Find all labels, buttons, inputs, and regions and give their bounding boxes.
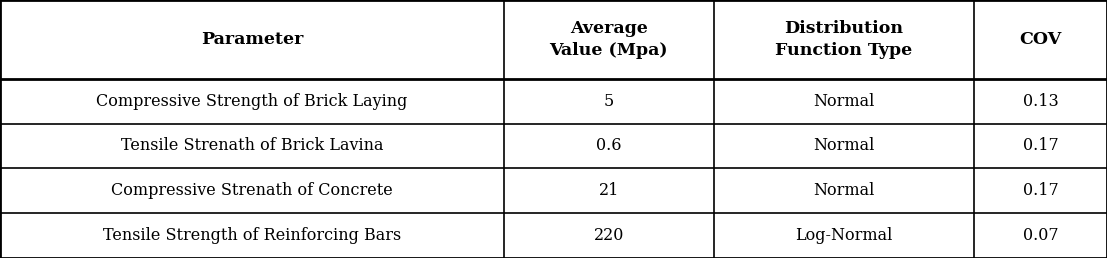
Text: Log-Normal: Log-Normal [796,227,892,244]
Text: 0.07: 0.07 [1023,227,1058,244]
Text: 0.17: 0.17 [1023,138,1058,155]
Text: Distribution
Function Type: Distribution Function Type [776,20,912,59]
Text: Tensile Strenath of Brick Lavina: Tensile Strenath of Brick Lavina [121,138,383,155]
Text: Normal: Normal [814,93,875,110]
Text: Parameter: Parameter [200,31,303,48]
Text: 0.6: 0.6 [596,138,622,155]
Text: 0.17: 0.17 [1023,182,1058,199]
Text: Average
Value (Mpa): Average Value (Mpa) [549,20,669,59]
Text: 220: 220 [593,227,624,244]
Text: 21: 21 [599,182,619,199]
Text: Normal: Normal [814,138,875,155]
Text: COV: COV [1020,31,1062,48]
Text: Tensile Strength of Reinforcing Bars: Tensile Strength of Reinforcing Bars [103,227,401,244]
Text: 0.13: 0.13 [1023,93,1058,110]
Text: Compressive Strength of Brick Laying: Compressive Strength of Brick Laying [96,93,407,110]
Text: Compressive Strenath of Concrete: Compressive Strenath of Concrete [111,182,393,199]
Text: 5: 5 [603,93,614,110]
Text: Normal: Normal [814,182,875,199]
